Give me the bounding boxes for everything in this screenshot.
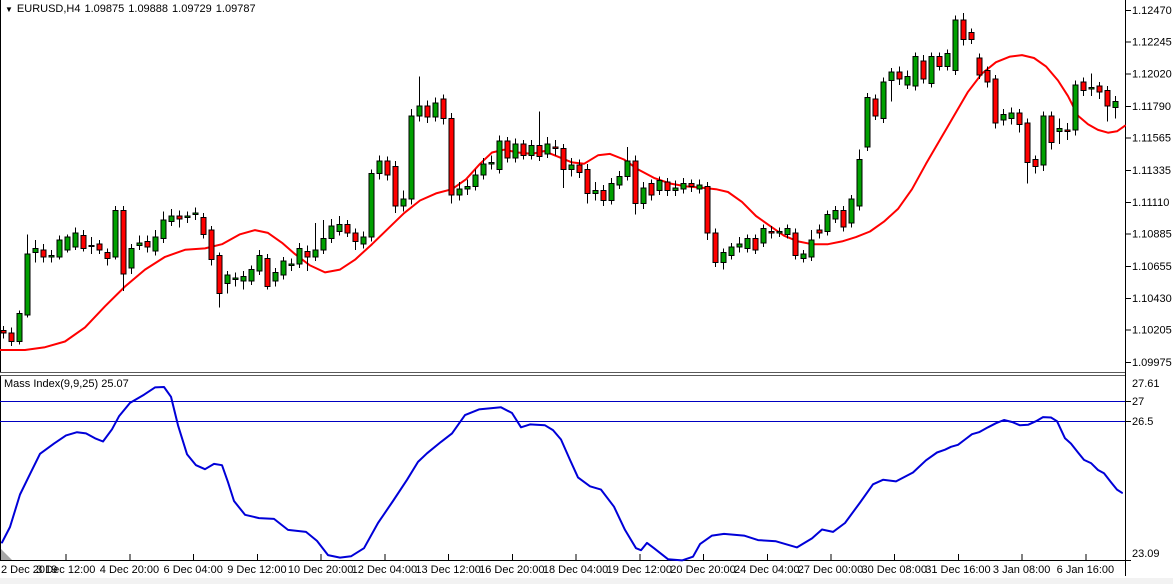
- symbol-dropdown-icon[interactable]: ▼: [5, 4, 13, 14]
- time-label: 4 Dec 20:00: [100, 564, 159, 576]
- time-label: 24 Dec 04:00: [734, 564, 799, 576]
- time-label: 10 Dec 20:00: [288, 564, 353, 576]
- indicator-label: Mass Index(9,9,25) 25.07: [4, 378, 129, 390]
- price-label: 1.12470: [1132, 5, 1172, 17]
- time-label: 12 Dec 04:00: [352, 564, 417, 576]
- price-label: 1.09975: [1132, 357, 1172, 369]
- level-label: 27: [1132, 396, 1144, 408]
- price-label: 1.10655: [1132, 261, 1172, 273]
- time-label: 27 Dec 00:00: [798, 564, 863, 576]
- candlestick-series: [0, 12, 1119, 346]
- quote-open: 1.09875: [84, 3, 125, 15]
- time-label: 30 Dec 08:00: [862, 564, 927, 576]
- time-label: 19 Dec 12:00: [607, 564, 672, 576]
- price-label: 1.10885: [1132, 229, 1172, 241]
- price-label: 1.11790: [1132, 101, 1171, 113]
- price-label: 1.10205: [1132, 325, 1172, 337]
- moving-average-line: [0, 54, 1126, 351]
- time-label: 13 Dec 12:00: [415, 564, 480, 576]
- price-label: 1.12020: [1132, 68, 1172, 80]
- quote-high: 1.09888: [128, 3, 169, 15]
- quote-low: 1.09729: [172, 3, 212, 15]
- time-label: 16 Dec 20:00: [479, 564, 544, 576]
- time-label: 18 Dec 04:00: [543, 564, 608, 576]
- price-label: 1.11110: [1132, 197, 1169, 209]
- price-label: 1.12245: [1132, 37, 1172, 49]
- price-label: 1.10430: [1132, 293, 1172, 305]
- time-label: 2 Dec 2019: [1, 564, 57, 576]
- time-label: 3 Dec 12:00: [36, 564, 95, 576]
- level-label: 26.5: [1132, 416, 1153, 428]
- indicator-levels: 27 26.5: [0, 396, 1153, 428]
- subwindow-resize-handle[interactable]: [1, 549, 12, 560]
- indicator-min-label: 23.09: [1132, 548, 1160, 560]
- mass-index-line: [1, 386, 1123, 562]
- symbol-label: EURUSD,H4: [16, 3, 81, 15]
- time-label: 6 Dec 04:00: [164, 564, 223, 576]
- time-label: 20 Dec 20:00: [670, 564, 735, 576]
- time-label: 3 Jan 08:00: [993, 564, 1051, 576]
- price-label: 1.11335: [1132, 165, 1171, 177]
- window-bottom-edge: [0, 578, 1173, 584]
- indicator-max-label: 27.61: [1132, 378, 1160, 390]
- price-axis: 1.12470 1.12245 1.12020 1.11790 1.11565 1.113…: [1125, 5, 1172, 369]
- price-label: 1.11565: [1132, 133, 1171, 145]
- time-label: 9 Dec 12:00: [227, 564, 286, 576]
- chart-title: ▼ EURUSD,H4 1.09875 1.09888 1.09729 1.09…: [5, 3, 256, 15]
- time-label: 31 Dec 16:00: [925, 564, 990, 576]
- quote-close: 1.09787: [215, 3, 256, 15]
- time-label: 6 Jan 16:00: [1057, 564, 1115, 576]
